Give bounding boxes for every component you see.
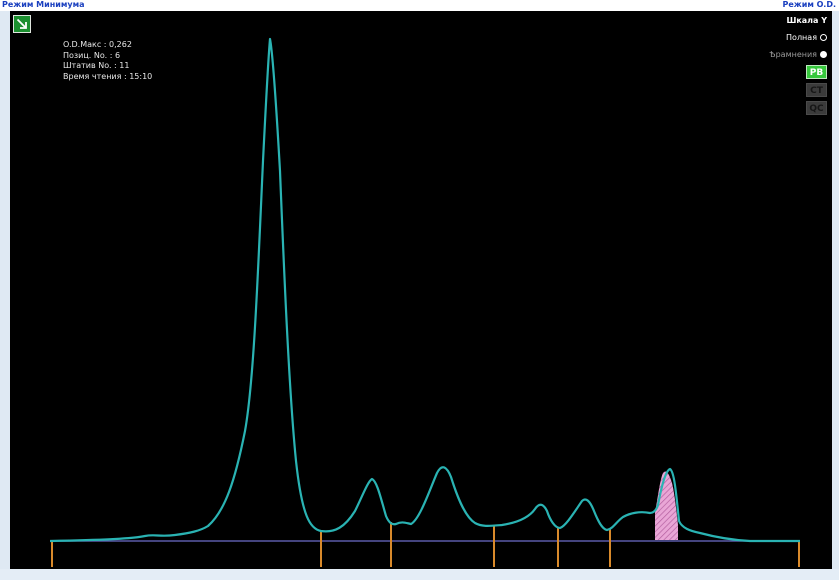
scale-option-full[interactable]: Полная: [769, 32, 827, 43]
y-scale-selector: Шкала Y Полная Ѣрамнения: [769, 16, 827, 66]
radio-empty-icon[interactable]: [820, 34, 827, 41]
info-block: O.D.Макс : 0,262 Позиц. No. : 6 Штатив N…: [63, 40, 152, 82]
diagonal-arrow-icon: [16, 18, 27, 29]
rack-text: Штатив No. : 11: [63, 61, 130, 70]
expand-button[interactable]: [13, 15, 31, 33]
densitogram-plot: [49, 37, 800, 567]
od-mode-link[interactable]: Режим O.D.: [782, 0, 836, 9]
bottom-bar: [0, 569, 839, 580]
densitogram-curve: [49, 37, 800, 543]
top-bar: Режим Минимума Режим O.D.: [0, 0, 839, 11]
type-button-qc[interactable]: QC: [806, 101, 827, 115]
scale-option-zoom[interactable]: Ѣрамнения: [769, 49, 827, 60]
radio-filled-icon[interactable]: [820, 51, 827, 58]
scale-option-full-label: Полная: [786, 32, 817, 42]
y-scale-title: Шкала Y: [786, 16, 827, 25]
type-button-ct[interactable]: CT: [806, 83, 827, 97]
od-max-text: O.D.Макс : 0,262: [63, 40, 132, 49]
scale-option-zoom-label: Ѣрамнения: [769, 49, 817, 59]
read-time-text: Время чтения : 15:10: [63, 71, 153, 81]
type-button-pb[interactable]: PB: [806, 65, 827, 79]
densitogram-panel: O.D.Макс : 0,262 Позиц. No. : 6 Штатив N…: [10, 11, 832, 569]
min-mode-link[interactable]: Режим Минимума: [2, 0, 85, 9]
position-text: Позиц. No. : 6: [63, 50, 121, 60]
fraction-markers: [51, 522, 800, 567]
